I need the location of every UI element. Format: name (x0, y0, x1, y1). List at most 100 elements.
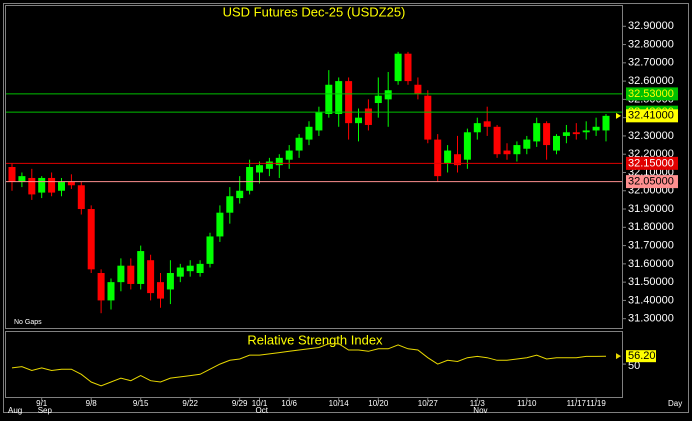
x-tick-label: 10/20 (368, 399, 389, 408)
candle-body (463, 132, 471, 160)
outer-frame (3, 3, 689, 413)
candle-body (137, 251, 145, 284)
x-tick-label: 10/1 (252, 399, 268, 408)
candle-body (58, 181, 65, 191)
candle-body (444, 150, 452, 164)
candle-body (602, 115, 610, 131)
candle-body (424, 95, 432, 140)
month-label: Aug (8, 406, 22, 415)
candle-body (572, 132, 580, 135)
x-tick-label: 11/10 (517, 399, 537, 408)
candle-body (325, 84, 333, 114)
candle-body (315, 112, 323, 131)
candle-body (483, 121, 491, 127)
y-tick-label: 31.70000 (628, 239, 674, 251)
candle-body (67, 181, 75, 186)
candle-body (246, 167, 254, 191)
candle-body (147, 260, 155, 294)
candle-body (196, 263, 204, 273)
candle-body (384, 90, 392, 100)
candle-body (8, 167, 16, 182)
reference-label-box (626, 87, 678, 101)
candle-body (513, 145, 521, 155)
candle-body (77, 185, 85, 210)
y-tick-label: 32.70000 (628, 57, 674, 69)
candle-body (176, 267, 184, 277)
candle-body (216, 212, 224, 237)
candle-body (97, 273, 105, 301)
reference-label-box (626, 175, 678, 189)
candle-body (394, 53, 402, 82)
candle-body (434, 139, 442, 177)
candle-body (592, 126, 600, 131)
candle-body (473, 123, 481, 133)
reference-label: 32.15000 (628, 157, 674, 169)
x-tick-label: 10/6 (281, 399, 297, 408)
y-tick-label: 31.60000 (628, 258, 674, 270)
candle-body (127, 265, 135, 284)
x-tick-label: 9/1 (36, 399, 48, 408)
candle-body (186, 265, 194, 272)
last-price-arrow (616, 112, 621, 119)
x-tick-label: 11/3 (470, 399, 486, 408)
candle-body (28, 177, 36, 195)
gaps-note: No Gaps (14, 319, 42, 326)
month-label: Nov (473, 406, 487, 415)
rsi-last-label: 56.20 (628, 350, 656, 362)
candle-body (236, 190, 244, 199)
y-tick-label: 32.90000 (628, 20, 674, 32)
candle-body (18, 176, 26, 182)
y-tick-label: 31.40000 (628, 294, 674, 306)
candle-body (533, 123, 541, 142)
last-price-label: 32.41000 (628, 110, 674, 122)
candle-body (335, 81, 343, 114)
x-tick-label: 11/19 (586, 399, 606, 408)
candle-body (166, 273, 174, 290)
candle-body (206, 236, 214, 264)
candle-body (414, 84, 422, 94)
x-axis-label: Day (668, 399, 682, 408)
x-tick-label: 9/15 (133, 399, 149, 408)
candle-body (285, 150, 293, 160)
reference-label: 32.53000 (628, 88, 674, 100)
candle-body (305, 126, 313, 140)
x-tick-label: 9/29 (232, 399, 248, 408)
reference-label-box (626, 156, 678, 170)
chart-title: USD Futures Dec-25 (USDZ25) (223, 4, 406, 19)
candle-body (295, 137, 303, 151)
candle-body (374, 95, 382, 104)
candle-body (355, 117, 362, 124)
price-panel-frame (5, 5, 623, 329)
y-tick-label: 31.30000 (628, 313, 674, 325)
x-tick-label: 11/17 (567, 399, 587, 408)
rsi-last-box (626, 350, 656, 363)
candle-body (265, 161, 273, 169)
candle-body (364, 108, 372, 125)
candle-body (454, 154, 461, 166)
candle-body (256, 165, 263, 173)
month-label: Sep (38, 406, 53, 415)
candle-body (553, 135, 560, 151)
candle-body (345, 81, 353, 124)
candle-body (157, 282, 164, 299)
candle-body (226, 196, 234, 213)
candle-body (107, 282, 115, 301)
candle-body (543, 123, 551, 146)
rsi-line (11, 343, 607, 387)
x-tick-label: 9/8 (86, 399, 98, 408)
x-tick-label: 10/14 (329, 399, 350, 408)
rsi-title: Relative Strength Index (247, 332, 383, 347)
candle-body (87, 209, 95, 270)
candle-body (562, 132, 570, 136)
last-price-box (626, 109, 678, 123)
x-tick-label: 10/27 (418, 399, 439, 408)
y-tick-label: 31.80000 (628, 221, 674, 233)
rsi-last-arrow (616, 353, 621, 360)
candle-body (582, 130, 590, 133)
x-tick-label: 9/22 (182, 399, 198, 408)
y-tick-label: 32.30000 (628, 130, 674, 142)
y-tick-label: 32.60000 (628, 75, 674, 87)
